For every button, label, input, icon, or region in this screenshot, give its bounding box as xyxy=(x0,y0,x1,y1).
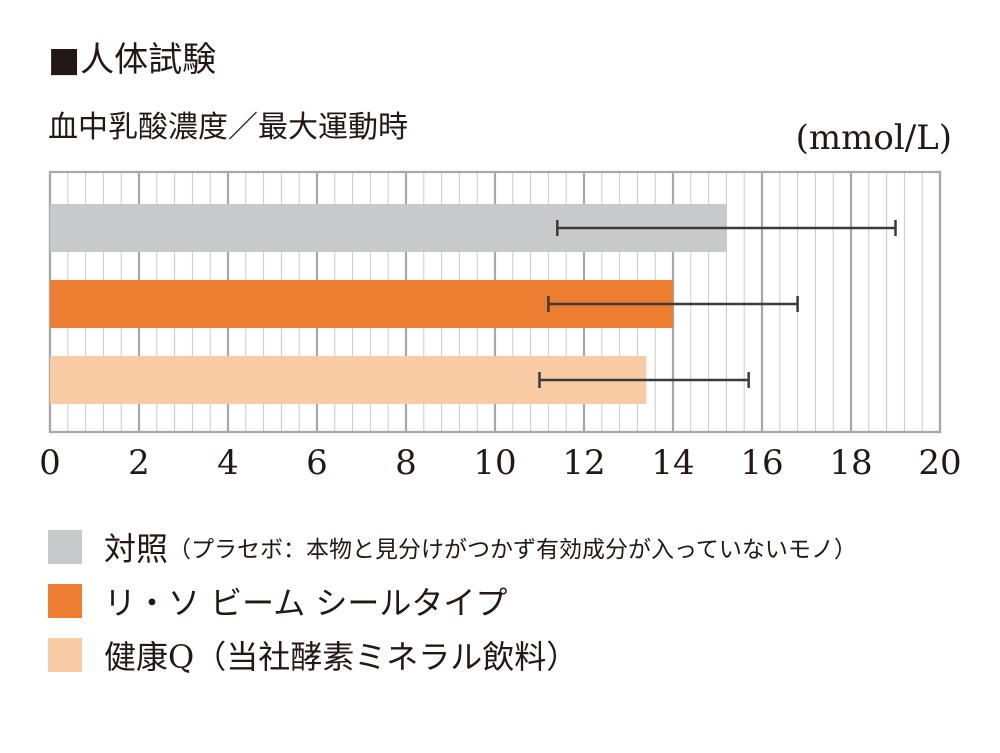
x-tick-label: 2 xyxy=(128,443,150,483)
legend-item-control: 対照 （プラセボ：本物と見分けがつかず有効成分が入っていないモノ） xyxy=(48,520,857,574)
legend-item-product: リ・ソ ビーム シールタイプ xyxy=(48,574,857,628)
legend-label-comparison: 健康Q（当社酵素ミネラル飲料） xyxy=(104,638,579,676)
x-tick-label: 20 xyxy=(918,443,961,483)
x-tick-label: 0 xyxy=(39,443,61,483)
x-tick-label: 16 xyxy=(740,443,783,483)
x-tick-label: 18 xyxy=(829,443,872,483)
legend-label-product: リ・ソ ビーム シールタイプ xyxy=(104,584,508,622)
legend-item-comparison: 健康Q（当社酵素ミネラル飲料） xyxy=(48,628,857,682)
x-tick-label: 8 xyxy=(395,443,417,483)
x-tick-label: 6 xyxy=(306,443,328,483)
legend-swatch-control xyxy=(48,530,82,564)
chart-subtitle: 血中乳酸濃度／最大運動時 xyxy=(48,110,408,145)
legend: 対照 （プラセボ：本物と見分けがつかず有効成分が入っていないモノ） リ・ソ ビー… xyxy=(48,520,857,682)
legend-swatch-comparison xyxy=(48,638,82,672)
x-tick-label: 4 xyxy=(217,443,239,483)
legend-note-control: （プラセボ：本物と見分けがつかず有効成分が入っていないモノ） xyxy=(168,537,857,563)
legend-label-control: 対照 xyxy=(104,530,169,568)
x-tick-label: 14 xyxy=(651,443,694,483)
x-tick-label: 10 xyxy=(473,443,516,483)
legend-swatch-product xyxy=(48,584,82,618)
chart-title: ■人体試験 xyxy=(48,40,217,80)
x-tick-label: 12 xyxy=(562,443,605,483)
unit-label: (mmol/L) xyxy=(795,118,952,158)
bar-chart: 0 2 4 6 8 10 12 14 16 18 20 xyxy=(39,170,962,483)
